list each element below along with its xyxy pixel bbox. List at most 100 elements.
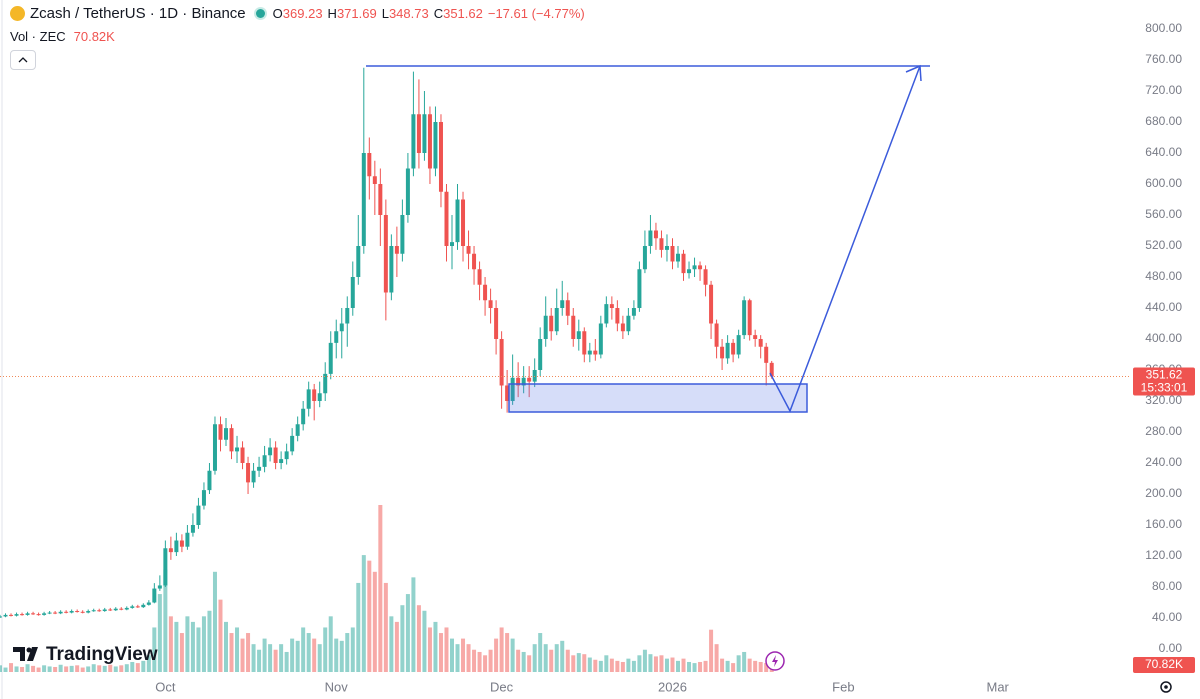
candle-body xyxy=(372,176,377,184)
arrow-head xyxy=(905,64,922,82)
candle-body xyxy=(47,612,52,614)
chevron[interactable] xyxy=(18,57,28,63)
volume-bar xyxy=(273,649,278,672)
candle-body xyxy=(532,370,537,382)
candle-body xyxy=(174,540,179,553)
volume-bar xyxy=(328,616,333,672)
volume-bar xyxy=(747,658,752,672)
candle-body xyxy=(549,315,554,332)
volume-bar xyxy=(190,621,195,672)
volume-bar xyxy=(135,663,140,672)
lightning-icon[interactable] xyxy=(772,655,778,667)
settings-button[interactable] xyxy=(1160,681,1172,693)
volume-bar xyxy=(36,667,41,672)
candle-body xyxy=(306,389,311,409)
candle-body xyxy=(609,304,614,308)
candle-body xyxy=(615,308,620,324)
candle-body xyxy=(58,611,63,614)
candle-body xyxy=(477,269,482,285)
candle-body xyxy=(229,428,234,452)
gear-ring[interactable] xyxy=(1160,681,1172,693)
volume-bar xyxy=(64,666,69,672)
volume-bar xyxy=(527,655,532,672)
candle-body xyxy=(268,447,273,456)
x-tick-label: 2026 xyxy=(658,679,687,694)
candle-body xyxy=(20,614,25,616)
volume-bar xyxy=(196,627,201,672)
volume-bar xyxy=(461,638,466,672)
candle-body xyxy=(212,424,217,471)
gear-center[interactable] xyxy=(1164,685,1168,689)
volume-bar xyxy=(593,659,598,672)
volume-bar xyxy=(80,667,85,672)
volume-bar xyxy=(466,644,471,672)
ohlc-value: 348.73 xyxy=(388,6,429,21)
volume-bar xyxy=(505,633,510,672)
candle-body xyxy=(251,470,256,483)
candle-body xyxy=(598,323,603,355)
volume-pane xyxy=(0,505,774,672)
volume-bar xyxy=(664,658,669,672)
candle-body xyxy=(554,308,559,332)
projection-arrow xyxy=(769,65,921,413)
market-status xyxy=(255,9,265,18)
candle-body xyxy=(538,339,543,370)
y-tick-label: 160.00 xyxy=(1145,517,1182,531)
candle-body xyxy=(152,588,157,603)
legend-header: Zcash / TetherUS · 1D · Binance O369.23 … xyxy=(10,5,590,22)
volume-bar xyxy=(212,571,217,672)
volume-bar xyxy=(488,649,493,672)
candle-body xyxy=(488,300,493,308)
volume-bar xyxy=(455,644,460,672)
candle-body xyxy=(86,611,91,613)
candle-body xyxy=(659,238,664,250)
candle-body xyxy=(582,331,587,355)
volume-bar xyxy=(290,638,295,672)
candle-body xyxy=(494,308,499,339)
lightning-button[interactable] xyxy=(765,651,785,671)
candle-body xyxy=(510,377,515,401)
volume-bar xyxy=(394,621,399,672)
volume-bar xyxy=(113,666,118,672)
volume-bar xyxy=(378,505,383,672)
candle-body xyxy=(648,230,653,246)
volume-bar xyxy=(372,571,377,672)
candle-body xyxy=(742,300,747,336)
volume-bar xyxy=(587,657,592,672)
x-tick-label: Mar xyxy=(987,679,1010,694)
volume-bar xyxy=(477,651,482,672)
volume-bar xyxy=(0,665,2,672)
volume-bar xyxy=(345,633,350,672)
candle-body xyxy=(91,610,96,612)
volume-bar xyxy=(91,664,96,672)
y-tick-label: 800.00 xyxy=(1145,21,1182,35)
candle-body xyxy=(703,269,708,285)
volume-bar xyxy=(703,660,708,672)
ohlc-value: 371.69 xyxy=(336,6,377,21)
logo-dot xyxy=(26,647,32,653)
y-tick-label: 400.00 xyxy=(1145,331,1182,345)
volume-bar xyxy=(257,649,262,672)
collapse-button[interactable] xyxy=(10,50,36,70)
volume-bar xyxy=(356,582,361,672)
candle-body xyxy=(235,447,240,452)
candle-body xyxy=(262,455,267,467)
candle-body xyxy=(75,611,80,613)
symbol-title: Zcash / TetherUS · 1D · Binance xyxy=(30,5,246,22)
candle-body xyxy=(444,191,449,246)
candle-body xyxy=(499,339,504,386)
volume-bar xyxy=(543,644,548,672)
volume-bar xyxy=(174,621,179,672)
volume-bar xyxy=(185,616,190,672)
candle-body xyxy=(185,532,190,547)
volume-bar xyxy=(367,560,372,672)
candle-body xyxy=(339,323,344,332)
candle-body xyxy=(521,377,526,386)
volume-bar xyxy=(494,638,499,672)
volume-bar xyxy=(75,665,80,672)
volume-bar xyxy=(615,660,620,672)
volume-bar xyxy=(152,627,157,672)
collapse-icon[interactable] xyxy=(11,51,35,69)
y-tick-label: 680.00 xyxy=(1145,114,1182,128)
